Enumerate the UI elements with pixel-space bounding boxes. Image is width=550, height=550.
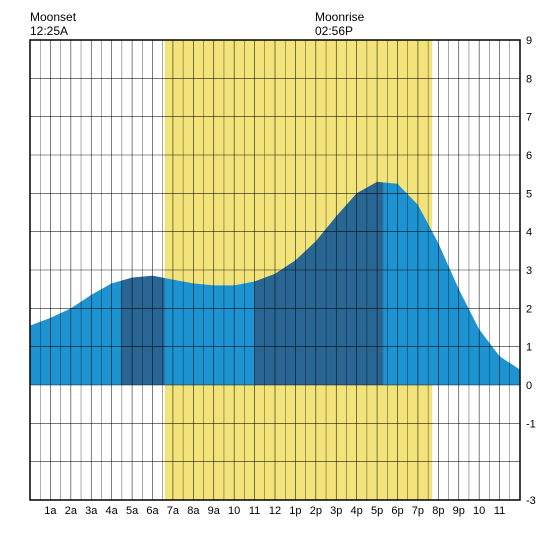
- svg-text:11: 11: [494, 505, 505, 517]
- svg-text:8p: 8p: [432, 505, 444, 517]
- svg-text:3a: 3a: [85, 505, 98, 517]
- svg-text:1a: 1a: [44, 505, 57, 517]
- svg-text:9a: 9a: [208, 505, 221, 517]
- svg-text:5a: 5a: [126, 505, 139, 517]
- svg-text:-3: -3: [526, 495, 536, 507]
- svg-text:8a: 8a: [187, 505, 200, 517]
- svg-text:3: 3: [526, 265, 532, 277]
- svg-text:5: 5: [526, 188, 532, 200]
- moonrise-block: Moonrise 02:56P: [315, 10, 364, 39]
- svg-text:9: 9: [526, 35, 532, 47]
- chart-svg: -3-101234567891a2a3a4a5a6a7a8a9a1011121p…: [10, 10, 540, 540]
- svg-text:2p: 2p: [310, 505, 322, 517]
- svg-text:7p: 7p: [412, 505, 424, 517]
- svg-text:6p: 6p: [391, 505, 403, 517]
- svg-text:5p: 5p: [371, 505, 383, 517]
- svg-text:9p: 9p: [453, 505, 465, 517]
- svg-text:3p: 3p: [330, 505, 342, 517]
- tide-chart: Moonset 12:25A Moonrise 02:56P -3-101234…: [10, 10, 540, 540]
- svg-text:4p: 4p: [351, 505, 363, 517]
- svg-text:2: 2: [526, 303, 532, 315]
- svg-text:1p: 1p: [289, 505, 301, 517]
- moonset-time: 12:25A: [30, 24, 76, 38]
- svg-text:1: 1: [526, 342, 532, 354]
- svg-text:11: 11: [249, 505, 260, 517]
- svg-text:0: 0: [526, 380, 532, 392]
- svg-text:8: 8: [526, 73, 532, 85]
- moonrise-label: Moonrise: [315, 10, 364, 24]
- svg-text:2a: 2a: [65, 505, 78, 517]
- svg-text:4: 4: [526, 227, 532, 239]
- svg-text:7a: 7a: [167, 505, 180, 517]
- svg-text:6a: 6a: [146, 505, 159, 517]
- svg-text:6: 6: [526, 150, 532, 162]
- svg-text:-1: -1: [526, 418, 536, 430]
- svg-text:10: 10: [473, 505, 485, 517]
- moonrise-time: 02:56P: [315, 24, 364, 38]
- svg-text:12: 12: [269, 505, 281, 517]
- svg-text:10: 10: [228, 505, 240, 517]
- svg-text:4a: 4a: [106, 505, 119, 517]
- moonset-block: Moonset 12:25A: [30, 10, 76, 39]
- svg-text:7: 7: [526, 112, 532, 124]
- moonset-label: Moonset: [30, 10, 76, 24]
